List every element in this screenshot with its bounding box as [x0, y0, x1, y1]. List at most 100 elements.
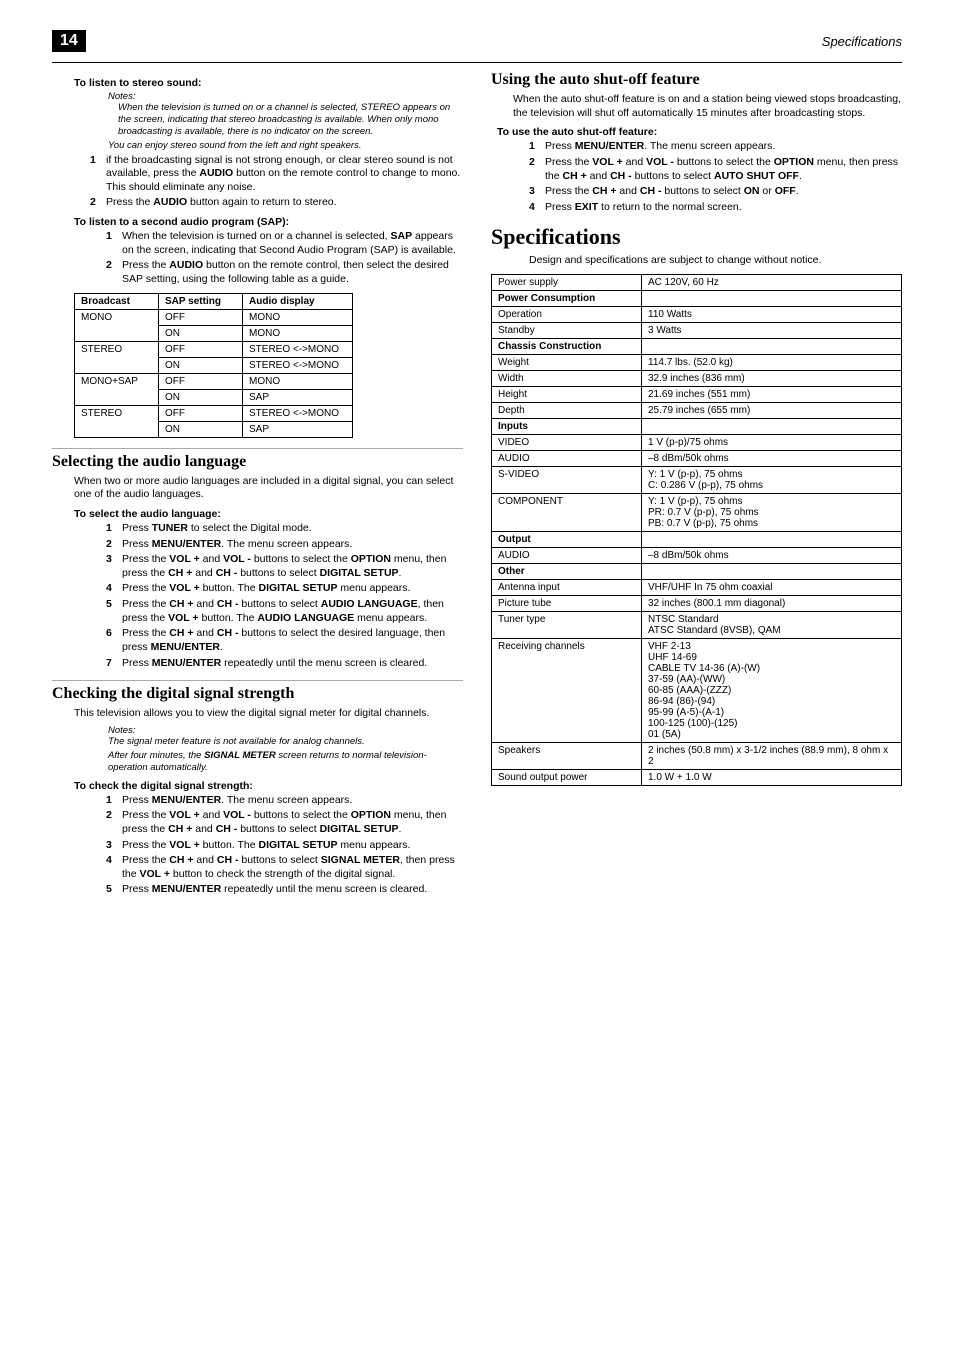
sap-heading: To listen to a second audio program (SAP…: [74, 216, 463, 228]
table-row: Antenna inputVHF/UHF In 75 ohm coaxial: [492, 580, 902, 596]
table-cell: Depth: [492, 403, 642, 419]
table-cell: VHF 2-13 UHF 14-69 CABLE TV 14-36 (A)-(W…: [642, 639, 902, 743]
table-row: Other: [492, 564, 902, 580]
step-item: 3Press the VOL + and VOL - buttons to se…: [106, 553, 463, 580]
signal-notes-label: Notes:: [108, 725, 463, 736]
step-item: 3Press the VOL + button. The DIGITAL SET…: [106, 839, 463, 853]
table-cell: 114.7 lbs. (52.0 kg): [642, 355, 902, 371]
step-item: 4Press the CH + and CH - buttons to sele…: [106, 854, 463, 881]
signal-strength-heading: Checking the digital signal strength: [52, 680, 463, 703]
table-cell: MONO: [243, 373, 353, 389]
step-number: 1: [529, 140, 545, 154]
step-text: Press the VOL + button. The DIGITAL SETU…: [122, 582, 463, 596]
right-column: Using the auto shut-off feature When the…: [491, 71, 902, 899]
table-cell: STEREO <->MONO: [243, 405, 353, 421]
notes-label: Notes:: [108, 91, 463, 102]
step-item: 4Press the VOL + button. The DIGITAL SET…: [106, 582, 463, 596]
signal-note-2: After four minutes, the SIGNAL METER scr…: [108, 750, 457, 774]
table-row: S-VIDEOY: 1 V (p-p), 75 ohms C: 0.286 V …: [492, 467, 902, 494]
table-cell: [642, 291, 902, 307]
audio-language-heading: Selecting the audio language: [52, 448, 463, 471]
broadcast-table: BroadcastSAP settingAudio displayMONOOFF…: [74, 293, 353, 438]
audio-language-steps: 1Press TUNER to select the Digital mode.…: [106, 522, 463, 670]
step-number: 7: [106, 657, 122, 671]
table-cell: Operation: [492, 307, 642, 323]
table-cell: 32.9 inches (836 mm): [642, 371, 902, 387]
table-header: Audio display: [243, 293, 353, 309]
table-cell: MONO+SAP: [75, 373, 159, 405]
table-row: Output: [492, 532, 902, 548]
table-cell: ON: [159, 325, 243, 341]
table-cell: Height: [492, 387, 642, 403]
table-row: Depth25.79 inches (655 mm): [492, 403, 902, 419]
step-item: 7Press MENU/ENTER repeatedly until the m…: [106, 657, 463, 671]
table-row: MONOOFFMONO: [75, 309, 353, 325]
table-cell: 3 Watts: [642, 323, 902, 339]
step-item: 2Press the VOL + and VOL - buttons to se…: [106, 809, 463, 836]
table-row: Speakers2 inches (50.8 mm) x 3-1/2 inche…: [492, 743, 902, 770]
table-cell: [642, 339, 902, 355]
table-section-cell: Power Consumption: [492, 291, 642, 307]
table-cell: ON: [159, 389, 243, 405]
table-row: Tuner typeNTSC Standard ATSC Standard (8…: [492, 612, 902, 639]
table-section-cell: Other: [492, 564, 642, 580]
step-item: 2Press the VOL + and VOL - buttons to se…: [529, 156, 902, 183]
table-cell: –8 dBm/50k ohms: [642, 548, 902, 564]
table-row: Picture tube32 inches (800.1 mm diagonal…: [492, 596, 902, 612]
table-cell: OFF: [159, 405, 243, 421]
stereo-note-1: When the television is turned on or a ch…: [118, 102, 457, 138]
table-row: Receiving channelsVHF 2-13 UHF 14-69 CAB…: [492, 639, 902, 743]
table-cell: 32 inches (800.1 mm diagonal): [642, 596, 902, 612]
table-cell: MONO: [243, 309, 353, 325]
step-number: 5: [106, 598, 122, 625]
step-text: Press MENU/ENTER repeatedly until the me…: [122, 883, 463, 897]
table-cell: AUDIO: [492, 451, 642, 467]
signal-note-1: The signal meter feature is not availabl…: [108, 736, 457, 748]
step-item: 3Press the CH + and CH - buttons to sele…: [529, 185, 902, 199]
table-cell: Power supply: [492, 275, 642, 291]
auto-shutoff-steps: 1Press MENU/ENTER. The menu screen appea…: [529, 140, 902, 214]
table-cell: OFF: [159, 309, 243, 325]
table-row: STEREOOFFSTEREO <->MONO: [75, 405, 353, 421]
step-number: 6: [106, 627, 122, 654]
step-text: Press the VOL + and VOL - buttons to sel…: [545, 156, 902, 183]
specifications-heading: Specifications: [491, 224, 902, 250]
table-cell: Picture tube: [492, 596, 642, 612]
step-number: 3: [106, 839, 122, 853]
table-cell: AC 120V, 60 Hz: [642, 275, 902, 291]
table-cell: Tuner type: [492, 612, 642, 639]
stereo-heading: To listen to stereo sound:: [74, 77, 463, 89]
table-header: Broadcast: [75, 293, 159, 309]
step-item: 1When the television is turned on or a c…: [106, 230, 463, 257]
specifications-intro: Design and specifications are subject to…: [529, 254, 902, 268]
step-number: 2: [90, 196, 106, 210]
table-cell: [642, 564, 902, 580]
step-text: Press the AUDIO button again to return t…: [106, 196, 463, 210]
table-cell: OFF: [159, 373, 243, 389]
left-column: To listen to stereo sound: Notes: When t…: [52, 71, 463, 899]
audio-language-intro: When two or more audio languages are inc…: [74, 475, 463, 502]
table-row: AUDIO–8 dBm/50k ohms: [492, 548, 902, 564]
step-item: 5Press the CH + and CH - buttons to sele…: [106, 598, 463, 625]
step-text: Press the VOL + button. The DIGITAL SETU…: [122, 839, 463, 853]
step-number: 4: [106, 582, 122, 596]
table-cell: Y: 1 V (p-p), 75 ohms C: 0.286 V (p-p), …: [642, 467, 902, 494]
table-cell: Width: [492, 371, 642, 387]
step-number: 3: [106, 553, 122, 580]
table-row: STEREOOFFSTEREO <->MONO: [75, 341, 353, 357]
table-cell: 21.69 inches (551 mm): [642, 387, 902, 403]
step-item: 1Press TUNER to select the Digital mode.: [106, 522, 463, 536]
step-number: 2: [106, 809, 122, 836]
step-item: 2Press MENU/ENTER. The menu screen appea…: [106, 538, 463, 552]
table-header: SAP setting: [159, 293, 243, 309]
table-cell: STEREO: [75, 341, 159, 373]
step-number: 3: [529, 185, 545, 199]
table-cell: AUDIO: [492, 548, 642, 564]
table-cell: Standby: [492, 323, 642, 339]
content-columns: To listen to stereo sound: Notes: When t…: [52, 71, 902, 899]
table-row: Power supplyAC 120V, 60 Hz: [492, 275, 902, 291]
step-item: 5Press MENU/ENTER repeatedly until the m…: [106, 883, 463, 897]
sap-steps: 1When the television is turned on or a c…: [106, 230, 463, 287]
table-cell: ON: [159, 357, 243, 373]
table-cell: 2 inches (50.8 mm) x 3-1/2 inches (88.9 …: [642, 743, 902, 770]
